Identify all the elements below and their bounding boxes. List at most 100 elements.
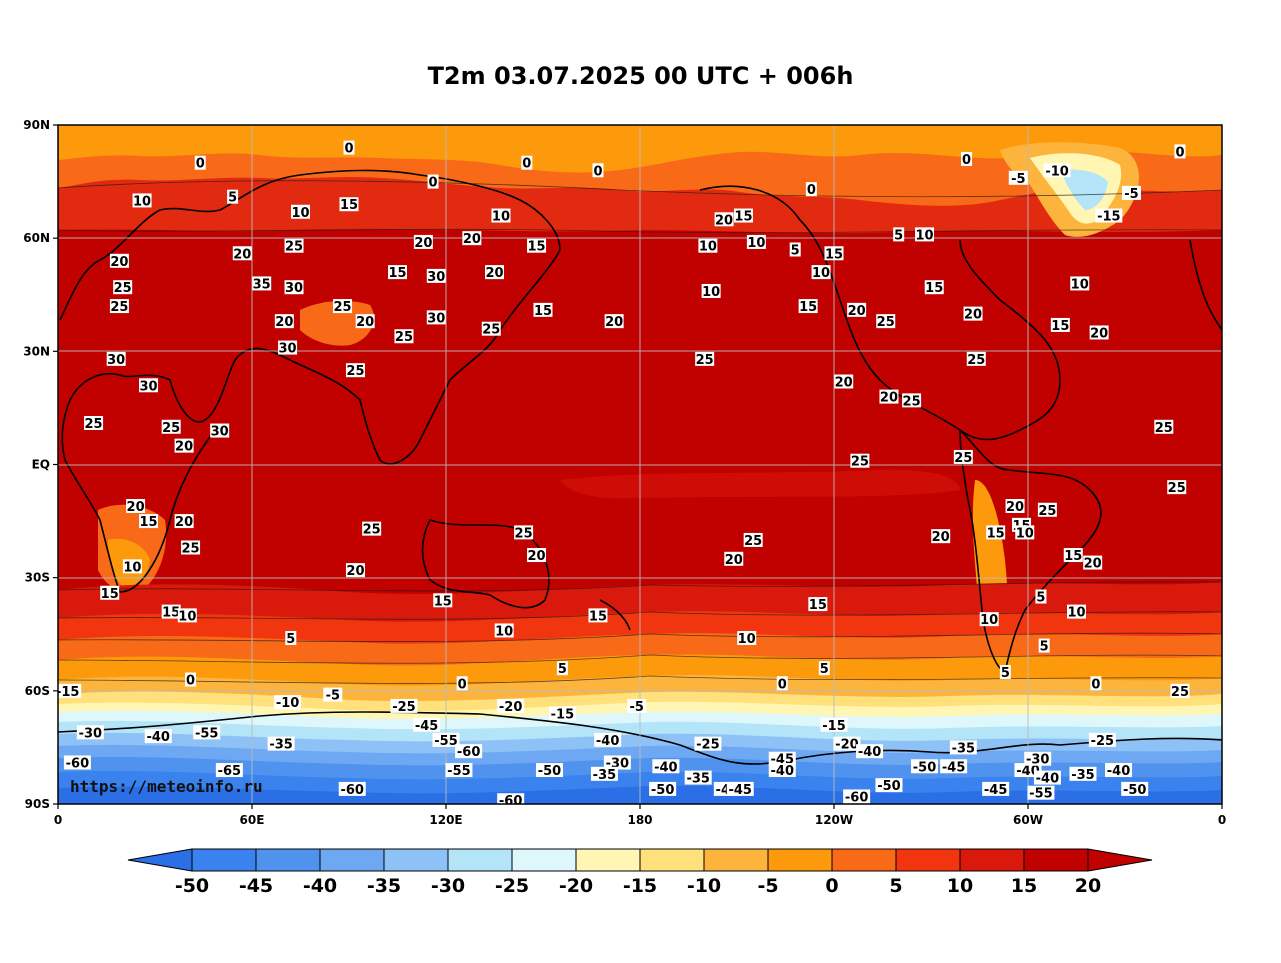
- lat-tick-label: 60N: [23, 231, 50, 245]
- colorbar-level-label: 10: [947, 875, 973, 897]
- contour-label: -20: [497, 698, 525, 715]
- contour-label-text: -35: [593, 768, 617, 783]
- contour-label: -50: [911, 759, 939, 775]
- contour-label: 25: [84, 416, 104, 432]
- contour-label-text: 5: [286, 632, 295, 647]
- contour-label-text: 20: [110, 255, 128, 270]
- contour-label-bg: [432, 732, 460, 747]
- contour-label: 25: [953, 449, 973, 466]
- contour-label-bg: [433, 593, 453, 608]
- contour-label-text: -15: [822, 719, 846, 734]
- contour-label: 10: [132, 193, 152, 209]
- contour-label-text: 0: [429, 176, 438, 191]
- contour-label-bg: [915, 227, 935, 242]
- contour-label-text: 0: [593, 164, 602, 179]
- contour-label-bg: [603, 755, 631, 770]
- contour-label: 10: [811, 265, 831, 281]
- contour-label-bg: [456, 676, 468, 691]
- contour-label: -55: [1027, 785, 1055, 802]
- contour-label-text: -5: [326, 689, 340, 704]
- contour-label: 0: [343, 140, 355, 157]
- contour-label-bg: [339, 197, 359, 212]
- contour-label: 10: [491, 208, 511, 225]
- contour-label-text: 0: [522, 157, 531, 172]
- contour-label: -15: [58, 683, 82, 700]
- contour-label-bg: [1035, 589, 1047, 604]
- contour-label-text: -50: [538, 764, 562, 779]
- contour-label: 30: [426, 310, 446, 326]
- contour-label-text: -25: [696, 738, 720, 753]
- coastlines: [58, 169, 1222, 765]
- contour-label: 25: [181, 540, 201, 556]
- contour-label: 20: [485, 265, 504, 281]
- contour-label: 25: [161, 419, 181, 436]
- colorbar-level-label: 0: [825, 875, 838, 897]
- contour-label-bg: [811, 265, 831, 280]
- contour-label-bg: [1008, 170, 1028, 185]
- contour-label-text: -15: [551, 707, 575, 722]
- contour-label: 5: [285, 631, 297, 647]
- contour-label-text: -55: [434, 734, 458, 749]
- contour-label-bg: [144, 729, 172, 744]
- contour-label-bg: [847, 302, 867, 317]
- contour-label-text: -40: [1107, 764, 1131, 779]
- contour-label: 10: [1070, 276, 1090, 292]
- contour-label: 20: [963, 306, 983, 323]
- contour-label: 25: [109, 299, 129, 315]
- contour-label: 0: [194, 155, 206, 172]
- contour-label-bg: [113, 280, 133, 295]
- contour-label: 30: [284, 280, 304, 296]
- colorbar-box: [191, 848, 257, 872]
- contour-label-text: -35: [1071, 768, 1095, 783]
- contour-label-bg: [856, 744, 884, 759]
- contour-label: 25: [284, 238, 304, 255]
- lon-tick-label: 60W: [1013, 813, 1043, 827]
- contour-label-bg: [949, 740, 977, 755]
- colorbar-box: [319, 848, 385, 872]
- contour-label: -10: [274, 695, 302, 711]
- contour-label-bg: [362, 521, 382, 536]
- contour-label-text: -55: [195, 726, 219, 741]
- contour-label-bg: [1167, 480, 1187, 495]
- contour-label: 0: [592, 163, 604, 179]
- contour-label-text: 30: [427, 311, 445, 326]
- contour-label: 5: [999, 664, 1011, 681]
- colorbar-box: [831, 848, 897, 872]
- contour-label-text: 15: [925, 281, 943, 296]
- contour-label-text: 20: [848, 304, 866, 319]
- contour-label-text: 25: [110, 300, 128, 315]
- contour-label-text: 20: [880, 391, 898, 406]
- contour-label-bg: [227, 189, 239, 204]
- contour-label: -55: [193, 725, 221, 741]
- contour-label-bg: [590, 766, 618, 781]
- contour-label-bg: [694, 736, 722, 751]
- contour-label-bg: [768, 751, 796, 766]
- contour-label-text: -60: [499, 794, 523, 809]
- contour-label-bg: [323, 687, 343, 702]
- contour-label-bg: [58, 683, 82, 698]
- contour-label-bg: [106, 351, 126, 366]
- contour-label-bg: [789, 242, 801, 257]
- contour-label-text: 0: [186, 674, 195, 689]
- watermark: https://meteoinfo.ru: [70, 777, 263, 796]
- contour-label-text: 20: [233, 247, 251, 262]
- contour-label-bg: [986, 525, 1006, 540]
- colorbar-box: [447, 848, 513, 872]
- contour-label-text: 25: [1155, 421, 1173, 436]
- contour-label-text: -10: [1045, 164, 1069, 179]
- contour-label: 25: [1154, 419, 1174, 436]
- contour-label-bg: [174, 438, 194, 453]
- contour-label-bg: [966, 351, 986, 366]
- contour-label-text: 25: [162, 421, 180, 436]
- lat-tick-label: 90N: [23, 118, 50, 132]
- contour-label: -65: [215, 763, 243, 779]
- contour-label: 0: [1174, 144, 1186, 160]
- contour-label-text: 5: [1040, 640, 1049, 655]
- contour-label: 20: [714, 212, 734, 228]
- contour-label-bg: [100, 585, 120, 600]
- contour-label-bg: [63, 755, 91, 770]
- contour-label-bg: [940, 759, 968, 774]
- contour-label-bg: [1063, 548, 1083, 563]
